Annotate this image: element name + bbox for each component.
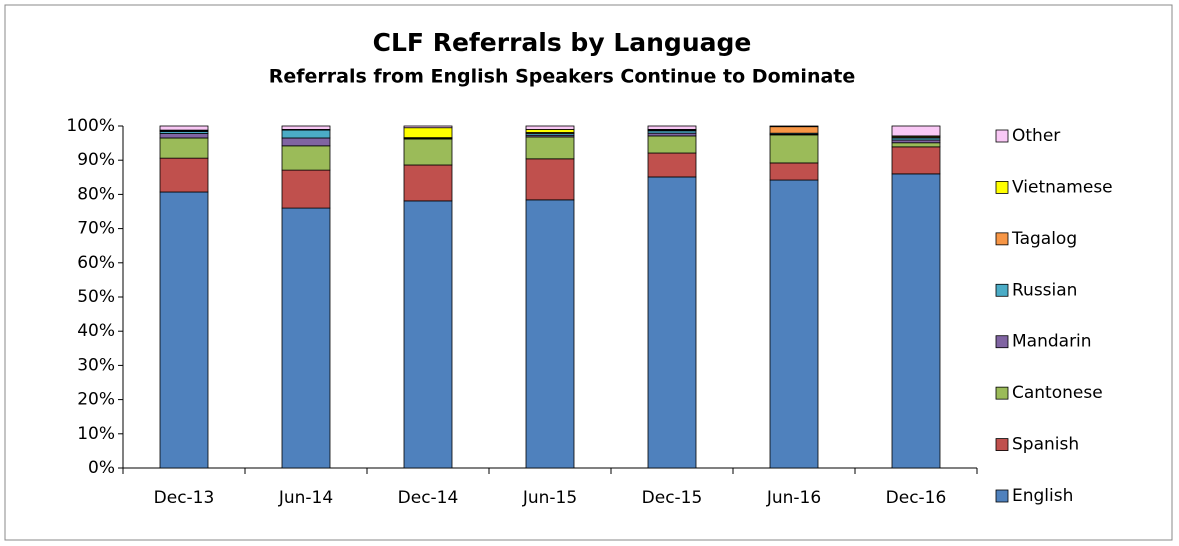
bar-segment xyxy=(891,139,941,144)
bar-segment xyxy=(403,164,453,202)
bar-segment xyxy=(769,126,819,134)
bar-segment xyxy=(647,135,697,154)
bar-segment xyxy=(281,129,331,139)
y-tick-label: 80% xyxy=(77,184,115,204)
chart-title: CLF Referrals by Language xyxy=(373,28,752,57)
y-tick-label: 0% xyxy=(88,458,115,478)
bar-segment xyxy=(159,137,209,159)
x-tick-label: Dec-14 xyxy=(398,488,459,508)
legend-label: Spanish xyxy=(1012,435,1079,455)
y-tick-label: 50% xyxy=(77,287,115,307)
x-tick-label: Jun-15 xyxy=(522,488,577,508)
x-tick-label: Dec-16 xyxy=(886,488,947,508)
chart-subtitle: Referrals from English Speakers Continue… xyxy=(269,66,856,88)
x-tick-label: Jun-14 xyxy=(278,488,333,508)
bar-segment xyxy=(647,176,697,469)
legend-label: Other xyxy=(1012,126,1060,146)
y-tick-label: 40% xyxy=(77,321,115,341)
bar-segment xyxy=(647,152,697,178)
bar-segment xyxy=(769,125,819,128)
bar-segment xyxy=(525,136,575,160)
bar-segment xyxy=(403,200,453,469)
bar-segment xyxy=(403,125,453,129)
bar-segment xyxy=(281,207,331,469)
bar-segment xyxy=(647,132,697,137)
bar-segment xyxy=(281,137,331,147)
y-tick-label: 20% xyxy=(77,390,115,410)
legend-label: Mandarin xyxy=(1012,332,1092,352)
bar-segment xyxy=(769,179,819,469)
bar-segment xyxy=(403,127,453,139)
y-tick-label: 90% xyxy=(77,150,115,170)
x-tick-label: Dec-13 xyxy=(154,488,215,508)
legend-swatch xyxy=(995,438,1009,451)
legend-label: Russian xyxy=(1012,280,1077,300)
bar-segment xyxy=(891,125,941,137)
y-tick-label: 70% xyxy=(77,219,115,239)
bar-segment xyxy=(647,125,697,130)
bar-segment xyxy=(769,162,819,181)
bar-segment xyxy=(281,125,331,130)
legend-label: Vietnamese xyxy=(1012,177,1113,197)
legend-label: Cantonese xyxy=(1012,383,1103,403)
y-tick-label: 10% xyxy=(77,424,115,444)
legend-swatch xyxy=(995,232,1009,246)
x-tick-label: Dec-15 xyxy=(642,488,703,508)
bar-segment xyxy=(525,199,575,469)
y-tick-label: 30% xyxy=(77,355,115,375)
legend-swatch xyxy=(995,181,1009,194)
bar-segment xyxy=(891,173,941,469)
legend-swatch xyxy=(995,335,1009,349)
y-tick-label: 100% xyxy=(66,116,115,136)
bar-segment xyxy=(281,145,331,171)
bar-segment xyxy=(525,125,575,130)
legend-swatch xyxy=(995,129,1009,143)
legend-swatch xyxy=(995,283,1009,297)
y-tick-label: 60% xyxy=(77,253,115,273)
bar-segment xyxy=(159,157,209,193)
bar-segment xyxy=(769,134,819,164)
x-tick-label: Jun-16 xyxy=(766,488,821,508)
legend-swatch xyxy=(995,489,1009,503)
bar-segment xyxy=(525,129,575,133)
bar-segment xyxy=(891,146,941,175)
legend-label: Tagalog xyxy=(1011,229,1077,249)
bar-segment xyxy=(159,133,209,139)
bar-segment xyxy=(159,125,209,131)
bar-segment xyxy=(159,191,209,469)
legend-label: English xyxy=(1012,486,1073,506)
bar-segment xyxy=(403,138,453,166)
bar-segment xyxy=(891,142,941,148)
legend-swatch xyxy=(995,386,1009,400)
bar-segment xyxy=(281,169,331,209)
bar-segment xyxy=(525,158,575,201)
